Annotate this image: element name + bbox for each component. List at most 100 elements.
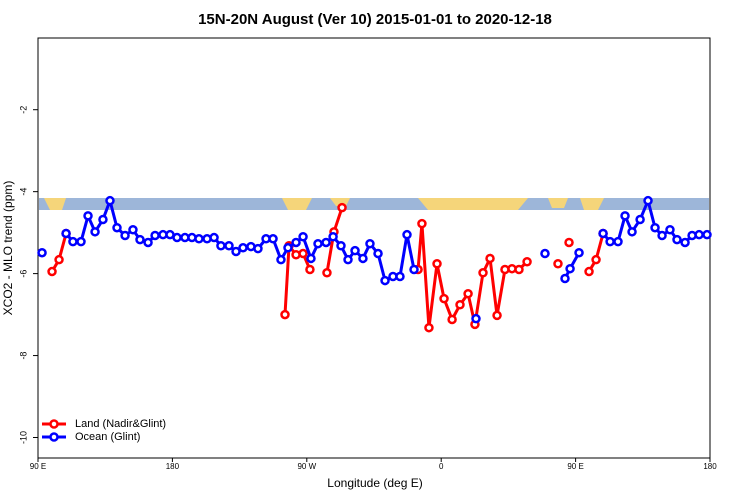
point (209, 232, 219, 243)
point (283, 243, 293, 253)
ocean-band (39, 198, 709, 210)
point (268, 234, 278, 244)
point (321, 237, 331, 248)
map-strip (39, 198, 709, 210)
point (565, 263, 575, 274)
point (112, 222, 122, 233)
point (439, 293, 449, 304)
point (322, 268, 332, 278)
point (598, 228, 608, 239)
y-tick-label: -10 (18, 431, 28, 444)
y-tick-label: -4 (18, 188, 28, 196)
y-tick-label: -6 (18, 270, 28, 278)
point (694, 229, 704, 240)
legend-marker (49, 419, 59, 429)
point (337, 202, 347, 213)
point (650, 222, 660, 233)
point (150, 230, 160, 241)
point (37, 247, 47, 258)
y-tick-label: -8 (18, 352, 28, 360)
point (680, 237, 690, 248)
point (455, 300, 465, 310)
point (61, 228, 71, 239)
point (143, 237, 153, 248)
point (298, 248, 308, 259)
point (306, 253, 316, 264)
y-axis-label: XCO2 - MLO trend (ppm) (1, 181, 15, 316)
point (447, 314, 457, 325)
point (120, 230, 130, 241)
point (627, 227, 637, 237)
point (492, 310, 502, 321)
point (665, 225, 675, 235)
point (231, 246, 241, 257)
point (350, 245, 360, 256)
point (478, 268, 488, 278)
point (591, 254, 601, 265)
point (485, 253, 495, 264)
legend-label: Land (Nadir&Glint) (75, 418, 166, 430)
point (105, 195, 115, 206)
x-axis-label: Longitude (deg E) (327, 476, 422, 490)
point (365, 238, 375, 249)
chart-title: 15N-20N August (Ver 10) 2015-01-01 to 20… (198, 11, 552, 28)
point (336, 240, 346, 251)
point (128, 225, 138, 235)
x-tick-label: 90 W (297, 462, 316, 471)
point (328, 231, 338, 242)
point (540, 248, 550, 259)
x-tick-label: 180 (166, 462, 180, 471)
x-tick-label: 90 E (30, 462, 46, 471)
point (560, 273, 570, 284)
point (643, 195, 653, 206)
point (605, 236, 615, 247)
legend-label: Ocean (Glint) (75, 431, 140, 443)
point (54, 254, 64, 265)
point (471, 313, 481, 324)
point (584, 266, 594, 277)
point (402, 229, 412, 240)
point (514, 264, 524, 275)
point (395, 271, 405, 282)
point (613, 236, 623, 247)
point (672, 234, 682, 245)
point (276, 254, 286, 265)
point (298, 231, 308, 242)
point (280, 309, 290, 320)
point (657, 230, 667, 241)
point (47, 266, 57, 277)
point (216, 240, 226, 251)
point (76, 236, 86, 247)
point (424, 322, 434, 333)
point (380, 275, 390, 286)
point (253, 243, 263, 254)
point (358, 253, 368, 264)
point (313, 238, 323, 249)
point (463, 288, 473, 299)
point (620, 211, 630, 221)
point (702, 229, 712, 240)
point (635, 214, 645, 225)
point (291, 237, 301, 248)
point (522, 256, 532, 267)
land-patch (44, 198, 604, 210)
point (68, 236, 78, 247)
point (432, 259, 442, 269)
x-tick-label: 90 E (567, 462, 583, 471)
x-tick-label: 180 (703, 462, 717, 471)
point (172, 232, 182, 243)
legend-marker (49, 432, 59, 442)
point (564, 237, 574, 248)
point (194, 234, 204, 244)
point (83, 211, 93, 221)
point (90, 227, 100, 237)
plot-frame (37, 37, 711, 459)
point (98, 214, 108, 225)
point (135, 234, 145, 245)
point (224, 240, 234, 251)
point (238, 243, 248, 253)
x-tick-label: 0 (439, 462, 444, 471)
point (417, 218, 427, 229)
point (409, 264, 419, 275)
